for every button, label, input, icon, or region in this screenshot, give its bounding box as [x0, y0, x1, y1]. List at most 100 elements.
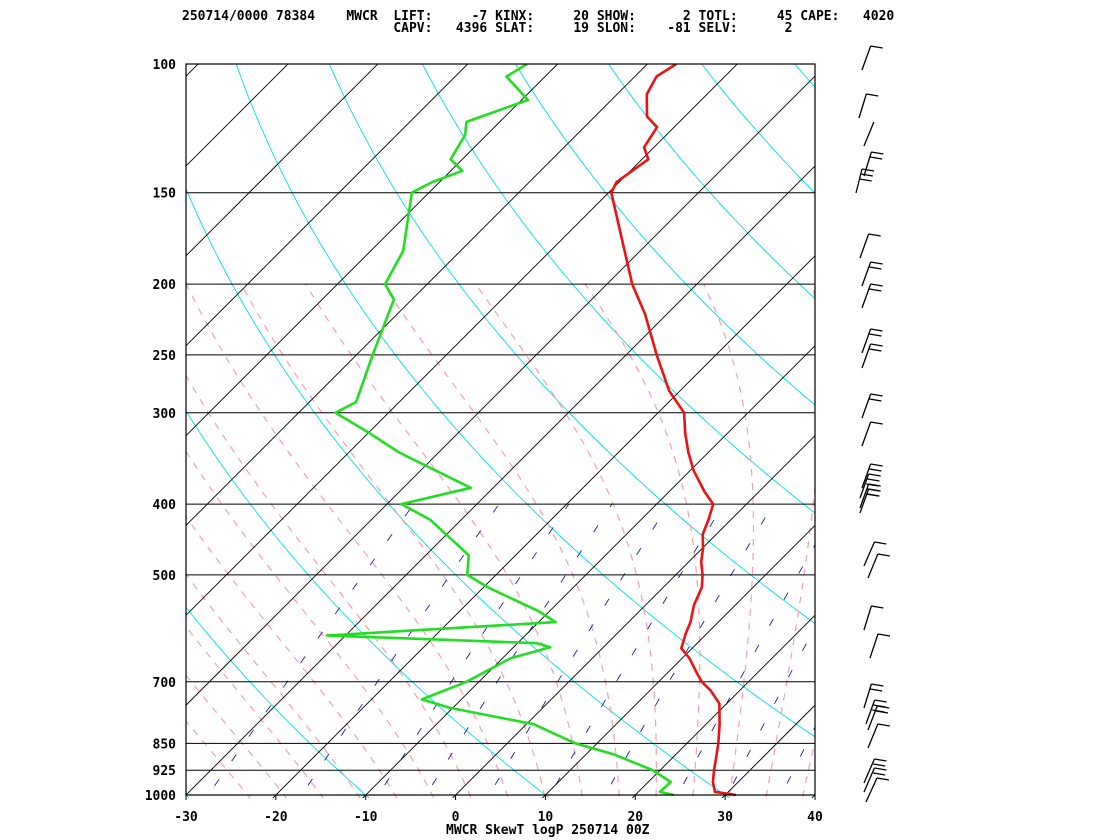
temperature-tick-label: -30	[174, 810, 198, 825]
moist-adiabat	[765, 284, 815, 798]
wind-barb-flag	[859, 178, 872, 182]
wind-barb-flag	[871, 683, 884, 687]
wind-barb-flag	[873, 772, 886, 776]
moist-adiabat	[186, 625, 324, 798]
wind-barb-flag	[877, 723, 890, 727]
mixing-ratio-line	[779, 726, 815, 798]
wind-barb-flag	[875, 710, 889, 714]
wind-barbs	[855, 45, 891, 803]
wind-barb-staff	[867, 705, 878, 731]
wind-barb-flag	[870, 688, 883, 692]
wind-barb-staff	[859, 473, 870, 499]
dewpoint-profile	[325, 64, 675, 797]
moist-adiabat	[382, 283, 620, 798]
isotherm	[272, 255, 815, 798]
isotherm	[541, 524, 815, 798]
wind-barb-staff	[863, 683, 872, 709]
wind-barb-staff	[863, 541, 876, 567]
wind-barb-flag	[869, 468, 882, 472]
isotherm	[451, 434, 815, 798]
wind-barb-flag	[860, 173, 873, 177]
wind-barb-staff	[859, 488, 870, 514]
moist-adiabat	[240, 283, 546, 798]
wind-barb-staff	[861, 393, 872, 419]
wind-barb-staff	[869, 633, 879, 659]
isotherm	[186, 64, 379, 257]
wind-barb-flag	[874, 699, 887, 703]
moist-adiabat	[186, 573, 361, 798]
isotherm	[721, 704, 815, 798]
moist-adiabats	[186, 283, 815, 798]
pressure-tick-label: 200	[153, 278, 177, 293]
wind-barb-staff	[861, 328, 872, 354]
isotherm	[186, 165, 815, 796]
isotherm	[0, 48, 125, 811]
moist-adiabat	[186, 283, 509, 798]
wind-barb-flag	[868, 233, 881, 237]
dry-adiabat	[1056, 48, 1120, 811]
isotherm	[186, 64, 289, 167]
dry-adiabat	[964, 48, 1120, 811]
dry-adiabat	[794, 64, 815, 88]
moist-adiabat	[801, 738, 815, 798]
dry-adiabat	[607, 64, 815, 300]
pressure-tick-label: 1000	[145, 789, 176, 804]
wind-barb-staff	[861, 343, 872, 369]
dry-adiabat	[186, 410, 550, 798]
dry-adiabat	[186, 606, 370, 798]
wind-barb-flag	[867, 478, 880, 482]
wind-barb-staff	[859, 233, 870, 259]
mixing-ratio-line	[547, 503, 725, 798]
wind-barb-flag	[870, 393, 883, 397]
isotherm	[186, 64, 559, 437]
wind-barb-flag	[873, 763, 886, 767]
wind-barb-flag	[866, 93, 879, 97]
mixing-ratio-line	[423, 503, 613, 798]
temperature-tick-label: 10	[538, 810, 554, 825]
temperature-tick-label: 20	[627, 810, 643, 825]
wind-barb-staff	[867, 723, 879, 749]
wind-barb-flag	[877, 705, 890, 709]
wind-barb-flag	[869, 348, 882, 352]
sounding-profiles	[325, 64, 737, 797]
wind-barb-flag	[876, 777, 890, 781]
wind-barb-flag	[877, 633, 891, 637]
isotherm	[362, 345, 815, 798]
wind-barb-flag	[869, 288, 882, 292]
wind-barb-flag	[868, 488, 881, 492]
mixing-ratio-line	[299, 503, 500, 798]
wind-barb-staff	[863, 758, 876, 784]
temperature-tick-label: 30	[717, 810, 733, 825]
wind-barb-staff	[858, 93, 867, 119]
temperature-tick-label: -10	[354, 810, 378, 825]
dry-adiabat	[421, 64, 815, 514]
moist-adiabat	[186, 450, 435, 798]
wind-barb-flag	[874, 767, 887, 771]
pressure-tick-label: 850	[153, 737, 177, 752]
wind-barb-flag	[870, 156, 883, 160]
wind-barb-flag	[874, 541, 887, 545]
wind-barb-staff	[865, 699, 876, 725]
pressure-tick-label: 300	[153, 407, 177, 422]
mixing-ratio-line	[725, 626, 815, 798]
pressure-tick-label: 700	[153, 676, 177, 691]
mixing-ratio-line	[205, 503, 415, 798]
isotherm	[811, 794, 815, 798]
isobars	[186, 63, 815, 796]
dry-adiabat	[186, 187, 731, 798]
wind-barb-flag	[868, 483, 881, 487]
mixing-ratio-lines	[205, 503, 815, 798]
wind-barb-staff	[867, 553, 879, 579]
wind-barb-flag	[870, 421, 883, 425]
wind-barb-flag	[870, 261, 883, 265]
wind-barb-staff	[861, 45, 872, 71]
wind-barb-staff	[861, 421, 872, 447]
pressure-tick-label: 250	[153, 349, 177, 364]
wind-barb-flag	[871, 605, 884, 609]
dry-adiabat	[235, 64, 815, 738]
wind-barb-flag	[874, 758, 887, 762]
dry-adiabat	[514, 64, 815, 406]
pressure-tick-label: 400	[153, 498, 177, 513]
